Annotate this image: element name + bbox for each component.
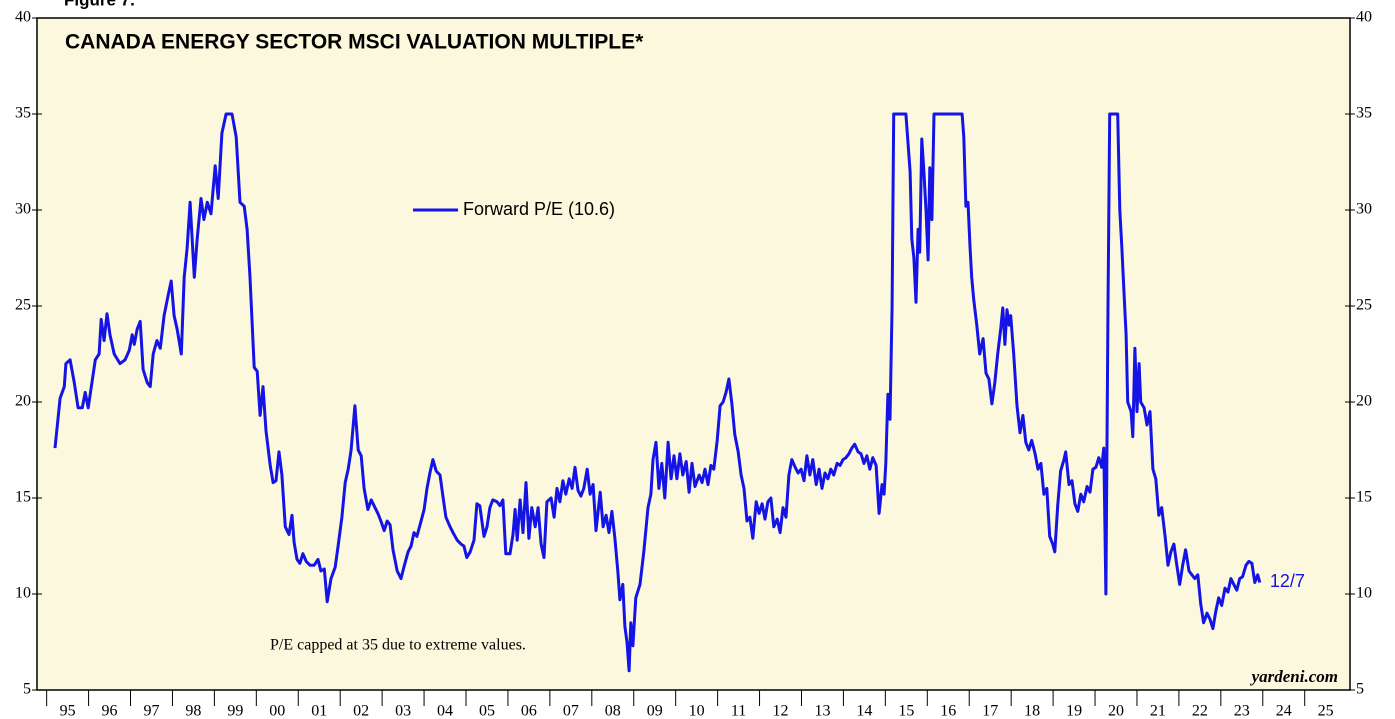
plot-area: [36, 17, 1351, 691]
x-tick-label: 01: [311, 703, 327, 719]
x-tick-label: 14: [856, 703, 872, 719]
y-tick-label: 30: [15, 201, 31, 218]
x-tick-label: 00: [269, 703, 285, 719]
y2-tick-label: 10: [1356, 585, 1372, 602]
x-tick-label: 22: [1192, 703, 1208, 719]
x-tick-label: 03: [395, 703, 411, 719]
x-tick-label: 04: [437, 703, 453, 719]
x-tick-label: 20: [1108, 703, 1124, 719]
x-tick-label: 98: [185, 703, 201, 719]
x-tick-label: 23: [1234, 703, 1250, 719]
y2-tick-label: 20: [1356, 393, 1372, 410]
y2-tick-label: 30: [1356, 201, 1372, 218]
y-tick-label: 40: [15, 9, 31, 26]
x-tick-label: 05: [479, 703, 495, 719]
y-tick-label: 35: [15, 105, 31, 122]
x-tick-label: 95: [60, 703, 76, 719]
x-tick-label: 24: [1276, 703, 1292, 719]
note: P/E capped at 35 due to extreme values.: [270, 637, 526, 654]
legend-label: Forward P/E (10.6): [463, 199, 615, 219]
x-tick-label: 07: [563, 703, 579, 719]
x-tick-label: 15: [898, 703, 914, 719]
y-tick-label: 10: [15, 585, 31, 602]
y2-tick-label: 35: [1356, 105, 1372, 122]
x-tick-label: 18: [1024, 703, 1040, 719]
series-line: [53, 112, 1262, 673]
x-tick-label: 19: [1066, 703, 1082, 719]
x-tick-label: 13: [814, 703, 830, 719]
x-tick-label: 08: [605, 703, 621, 719]
y-tick-label: 5: [23, 681, 31, 698]
y-tick-label: 25: [15, 297, 31, 314]
x-tick-label: 02: [353, 703, 369, 719]
x-tick-label: 10: [689, 703, 705, 719]
x-tick-label: 11: [731, 703, 746, 719]
x-tick-label: 17: [982, 703, 998, 719]
x-tick-label: 99: [227, 703, 243, 719]
y-tick-label: 20: [15, 393, 31, 410]
y2-tick-label: 40: [1356, 9, 1372, 26]
end-label: 12/7: [1270, 571, 1305, 591]
y-tick-label: 15: [15, 489, 31, 506]
x-tick-label: 25: [1318, 703, 1334, 719]
figure-label: Figure 7.: [64, 0, 135, 9]
y2-tick-label: 15: [1356, 489, 1372, 506]
chart-title: CANADA ENERGY SECTOR MSCI VALUATION MULT…: [65, 31, 644, 54]
x-tick-label: 21: [1150, 703, 1166, 719]
y2-tick-label: 5: [1356, 681, 1364, 698]
y2-tick-label: 25: [1356, 297, 1372, 314]
x-tick-label: 16: [940, 703, 956, 719]
source: yardeni.com: [1250, 667, 1338, 686]
x-tick-label: 09: [647, 703, 663, 719]
x-tick-label: 12: [773, 703, 789, 719]
x-tick-label: 97: [143, 703, 159, 719]
x-tick-label: 96: [102, 703, 118, 719]
x-tick-label: 06: [521, 703, 537, 719]
